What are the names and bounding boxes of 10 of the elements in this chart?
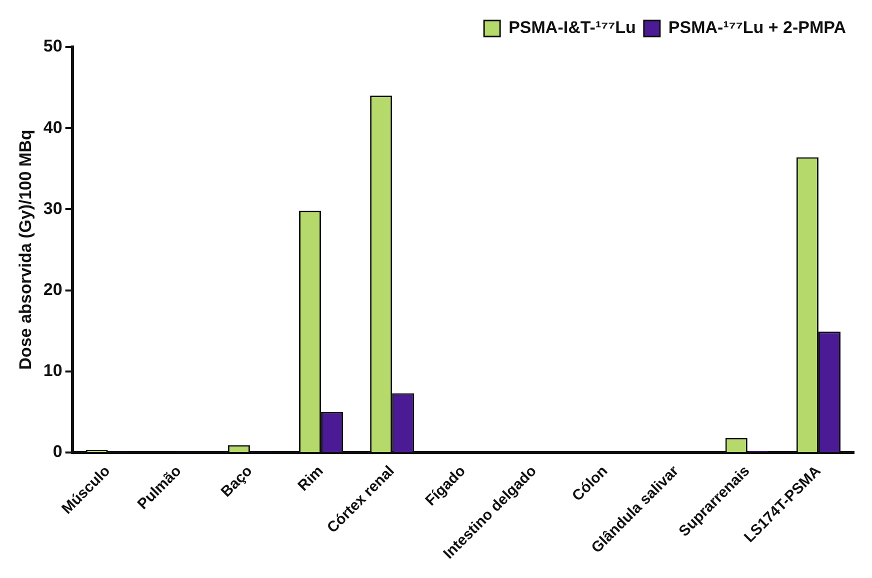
y-tick-label: 10: [43, 361, 62, 380]
y-tick-label: 0: [52, 442, 62, 462]
y-tick-label: 40: [43, 118, 62, 137]
y-tick-label: 50: [43, 36, 62, 56]
y-tick-label: 20: [43, 280, 62, 299]
y-tick-label: 30: [43, 198, 62, 218]
legend-label: PSMA-I&T-¹⁷⁷Lu: [508, 18, 636, 38]
x-tick-label: Rim: [294, 462, 327, 495]
y-axis-title: Dose absorvida (Gy)/100 MBq: [16, 130, 35, 370]
legend-label: PSMA-¹⁷⁷Lu + 2-PMPA: [668, 18, 846, 38]
